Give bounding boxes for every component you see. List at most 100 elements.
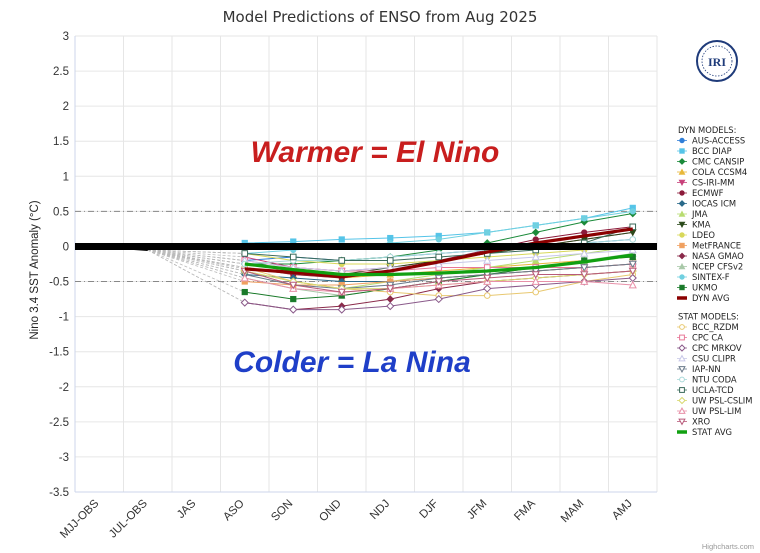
plume-line [147,249,245,261]
legend-label: STAT AVG [692,427,732,437]
plume-line [147,249,245,258]
data-point [337,288,346,297]
legend-item-ucla-tcd[interactable]: UCLA-TCD [677,385,734,395]
x-tick-label: JAS [175,497,199,521]
data-point [483,274,492,283]
y-tick-label: -1.5 [49,347,69,359]
legend-item-ldeo[interactable]: LDEO [677,230,715,240]
legend-item-csu-clipr[interactable]: CSU CLIPR [677,354,736,364]
legend-item-metfrance[interactable]: MetFRANCE [677,241,741,251]
legend-item-xro[interactable]: XRO [677,417,711,427]
y-tick-label: 2 [63,101,69,113]
legend-item-aus-access[interactable]: AUS-ACCESS [677,136,745,146]
legend-label: CPC MRKOV [692,343,742,353]
series-cpc-mrkov [240,273,637,314]
y-tick-label: 2.5 [53,66,69,78]
x-tick-label: MAM [559,498,586,525]
legend-label: COLA CCSM4 [692,167,747,177]
legend-item-uw-psl-cslim[interactable]: UW PSL-CSLIM [677,396,753,406]
legend-item-bcc-diap[interactable]: BCC DIAP [677,146,732,156]
legend-item-ncep-cfsv2[interactable]: NCEP CFSv2 [677,262,743,272]
legend-label: CMC CANSIP [692,157,744,167]
data-point [386,257,394,264]
legend-item-iocas-icm[interactable]: IOCAS ICM [677,199,736,209]
legend-item-cs-iri-mm[interactable]: CS-IRI-MM [677,178,734,188]
data-point [531,228,540,237]
legend-label: XRO [692,417,711,427]
data-point [241,288,248,296]
plume-line [147,249,245,254]
legend-symbol [678,221,686,229]
legend-item-iap-nn[interactable]: IAP-NN [677,364,721,374]
x-tick-label: DJF [417,498,440,521]
y-tick-label: 1 [63,171,69,183]
legend-label: IOCAS ICM [692,199,736,209]
legend-item-cpc-ca[interactable]: CPC CA [677,333,723,343]
legend-label: IAP-NN [692,364,721,374]
legend-item-ntu-coda[interactable]: NTU CODA [677,375,737,385]
data-point [290,295,297,303]
credit-text: Highcharts.com [702,542,754,551]
x-tick-label: NDJ [368,498,392,522]
legend-item-kma[interactable]: KMA [677,220,711,230]
legend-symbol [679,324,685,330]
data-point [241,250,249,257]
legend-item-sintex-f[interactable]: SINTEX-F [677,272,730,282]
legend-item-cpc-mrkov[interactable]: CPC MRKOV [677,343,742,353]
y-tick-label: 0 [63,241,69,253]
legend-item-cmc-cansip[interactable]: CMC CANSIP [677,157,744,167]
legend-item-bcc-rzdm[interactable]: BCC_RZDM [677,322,739,332]
legend-label: KMA [692,220,711,230]
legend-item-stat-avg[interactable]: STAT AVG [677,427,732,437]
legend-item-jma[interactable]: JMA [677,209,708,219]
plume-line [147,249,245,303]
y-tick-label: 1.5 [53,136,69,148]
legend-label: UKMO [692,283,718,293]
legend-item-dyn-avg[interactable]: DYN AVG [677,293,729,303]
data-point [629,208,636,215]
series-line [244,227,634,279]
plume-line [147,249,245,265]
x-tick-labels: MJJ-OBS JUL-OBS JAS ASO SON OND NDJ DJF JFM FMA MA… [58,497,635,541]
legend-symbol [679,334,685,341]
legend-label: DYN AVG [692,293,729,303]
legend-symbol [678,262,686,270]
legend-label: NCEP CFSv2 [692,262,743,272]
data-point [289,305,298,314]
legend-symbol [679,387,685,393]
legend-symbol [679,148,685,154]
data-point [580,271,589,279]
plume-line [147,249,245,275]
data-point [386,301,395,311]
x-tick-label: ASO [221,498,247,524]
legend-item-ukmo[interactable]: UKMO [677,283,718,293]
series-stat-avg [244,253,634,277]
plume-lines [147,242,245,303]
warm-annotation: Warmer = El Nino [251,136,500,169]
plume-line [147,249,245,282]
y-tick-label: -3.5 [49,487,69,499]
data-point [434,294,443,304]
data-point [531,271,540,279]
legend-symbol [678,179,686,187]
y-tick-label: -1 [59,312,69,324]
legend-item-cola-ccsm4[interactable]: COLA CCSM4 [677,167,747,177]
legend-symbol [679,232,685,238]
legend-label: BCC DIAP [692,146,732,156]
legend-item-ecmwf[interactable]: ECMWF [677,188,724,198]
data-point [581,215,588,222]
legend-header: STAT MODELS: [678,312,739,322]
legend-symbol [679,284,685,291]
legend-item-nasa-gmao[interactable]: NASA GMAO [677,251,744,261]
x-tick-label: JUL-OBS [107,497,150,540]
data-point [338,257,346,264]
legend-label: NTU CODA [692,375,737,385]
plume-line [147,249,245,279]
data-point [337,305,346,314]
legend-item-uw-psl-lim[interactable]: UW PSL-LIM [677,406,741,416]
chart-title: Model Predictions of ENSO from Aug 2025 [223,8,538,26]
legend-label: SINTEX-F [692,272,730,282]
data-point [338,236,345,243]
